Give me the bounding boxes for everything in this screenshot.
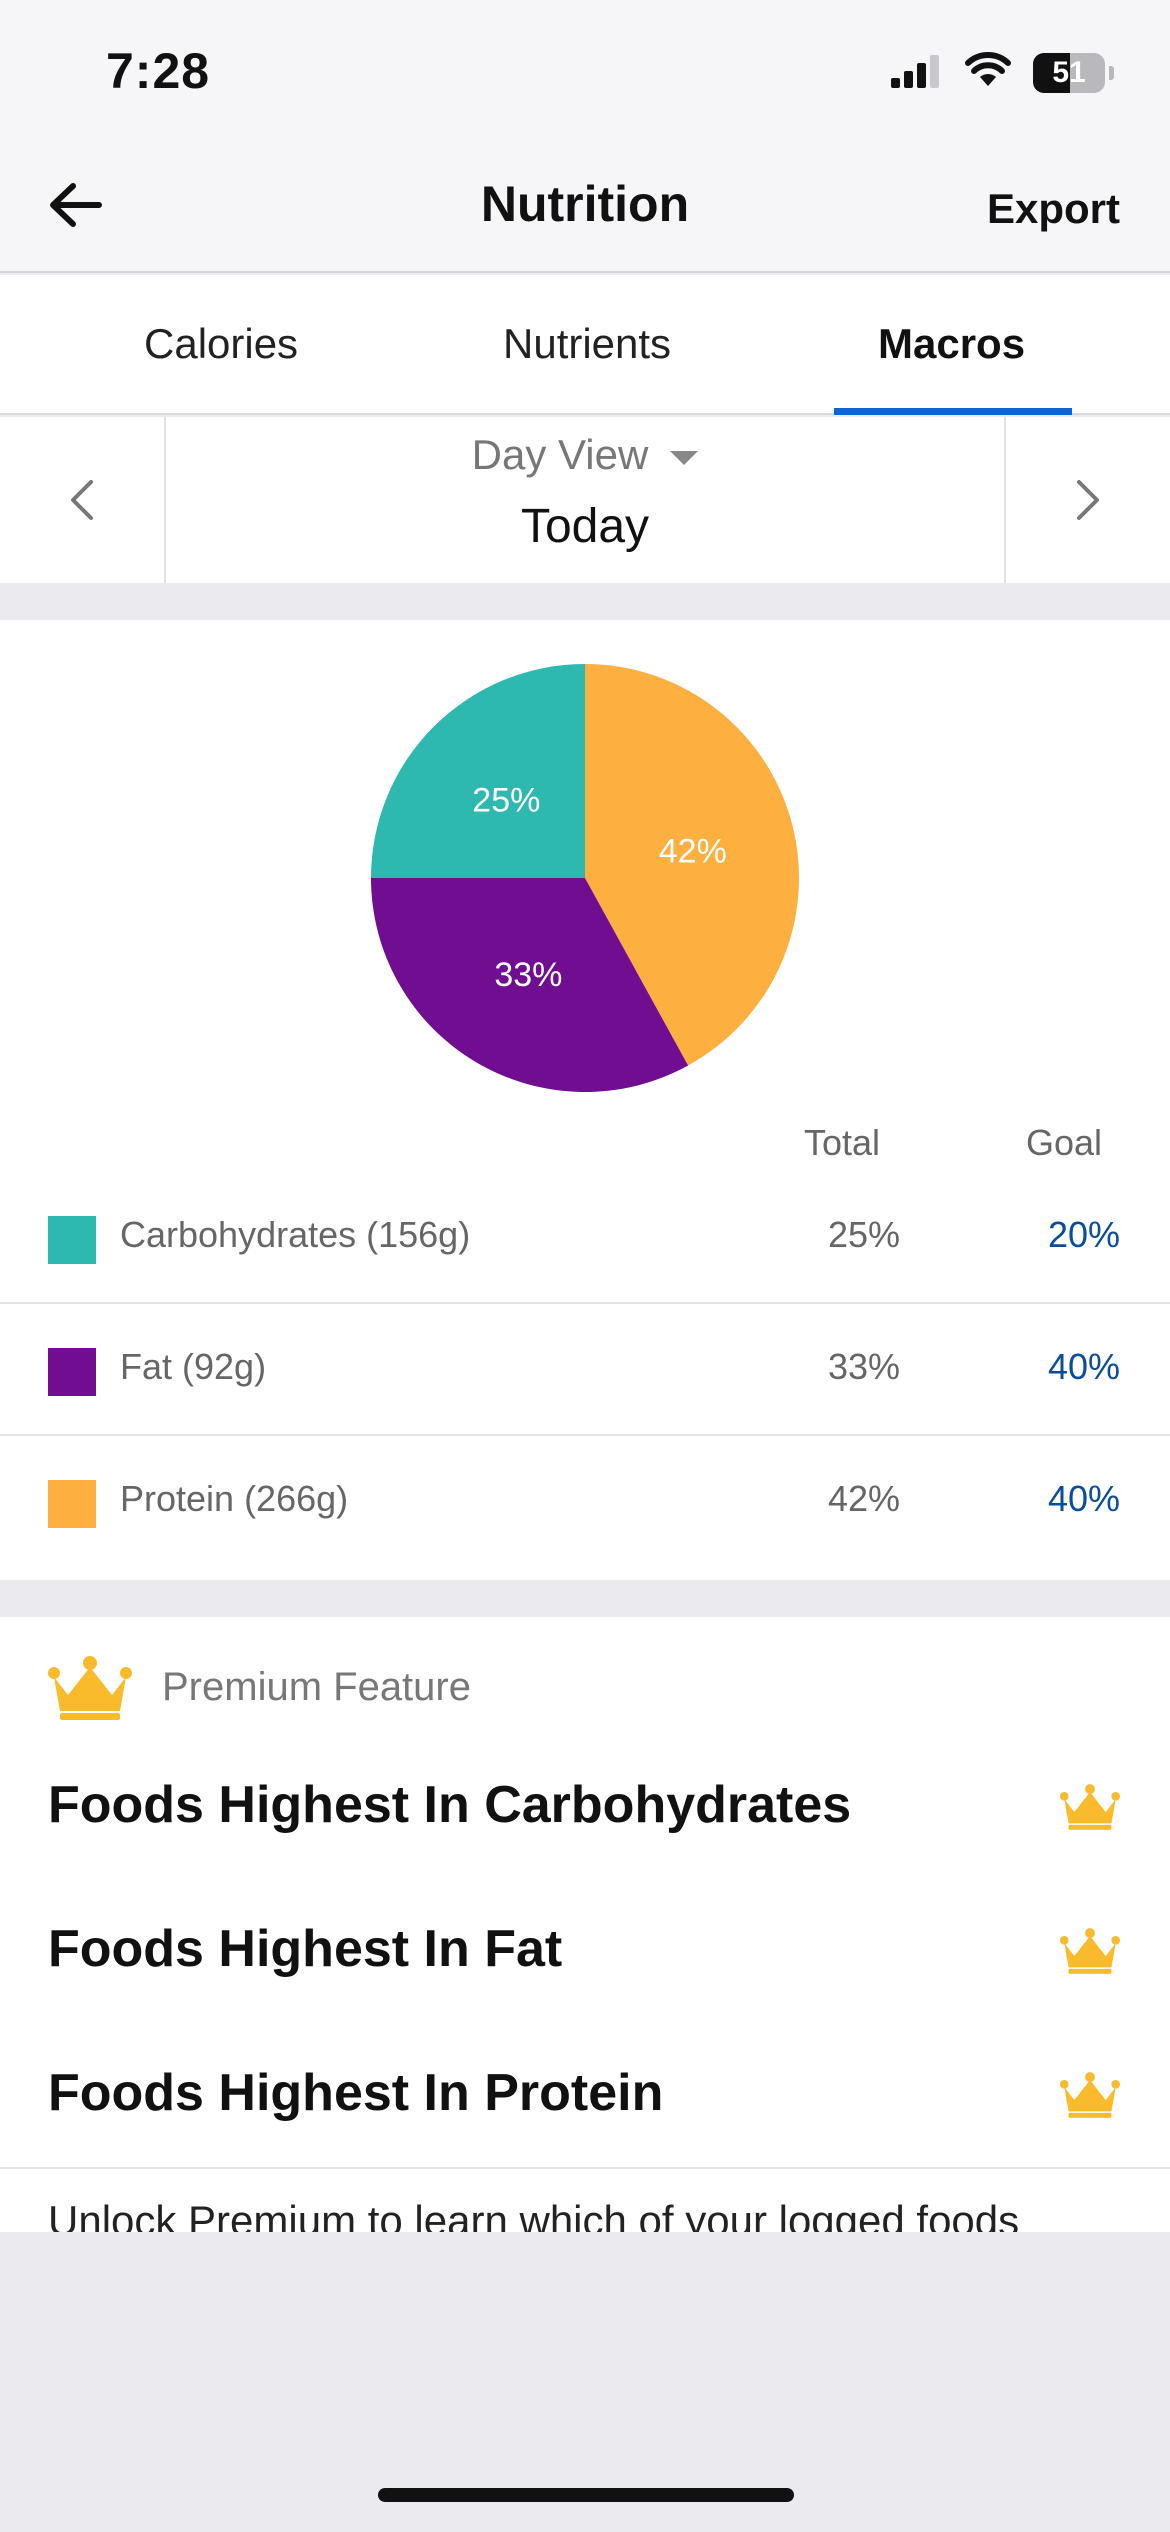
premium-feature-card: Premium Feature Foods Highest In Carbohy… bbox=[0, 1617, 1170, 2232]
premium-item-title: Foods Highest In Fat bbox=[48, 1920, 563, 1978]
pie-slice-fat bbox=[371, 878, 689, 1092]
previous-day-button[interactable] bbox=[0, 417, 166, 583]
crown-icon bbox=[1060, 1928, 1120, 1974]
premium-feature-label: Premium Feature bbox=[162, 1665, 471, 1709]
wifi-icon bbox=[965, 52, 1011, 93]
macros-chart-card: 42% 33% 25% Total Goal Carbohydrates (156g… bbox=[0, 620, 1170, 1580]
cellular-signal-icon bbox=[891, 52, 943, 93]
protein-swatch bbox=[48, 1480, 96, 1528]
status-bar: 7:28 51 bbox=[0, 0, 1170, 145]
unlock-premium-text: Unlock Premium to learn which of your lo… bbox=[48, 2197, 1020, 2232]
macro-label: Carbohydrates (156g) bbox=[120, 1214, 471, 1255]
macro-row-fat: Fat (92g) 33% 40% bbox=[0, 1304, 1170, 1436]
pie-label-carbohydrates: 25% bbox=[472, 781, 540, 819]
carbohydrates-swatch bbox=[48, 1216, 96, 1264]
crown-icon bbox=[1060, 2072, 1120, 2118]
crown-icon bbox=[48, 1656, 132, 1720]
macro-row-carbohydrates: Carbohydrates (156g) 25% 20% bbox=[0, 1172, 1170, 1304]
premium-item-protein[interactable]: Foods Highest In Protein bbox=[0, 2023, 1170, 2167]
macro-goal: 20% bbox=[1047, 1214, 1120, 1255]
macro-row-protein: Protein (266g) 42% 40% bbox=[0, 1436, 1170, 1568]
macro-total: 25% bbox=[827, 1214, 900, 1255]
macro-total: 33% bbox=[827, 1346, 900, 1387]
nav-bar: Nutrition Export bbox=[0, 145, 1170, 273]
next-day-button[interactable] bbox=[1004, 417, 1170, 583]
pie-label-protein: 42% bbox=[659, 832, 727, 870]
battery-cap bbox=[1109, 65, 1114, 80]
goal-column-header: Goal bbox=[1026, 1122, 1103, 1163]
macro-label: Fat (92g) bbox=[120, 1346, 267, 1387]
premium-item-title: Foods Highest In Carbohydrates bbox=[48, 1776, 852, 1834]
export-button[interactable]: Export bbox=[986, 185, 1120, 232]
battery-icon: 51 bbox=[1033, 52, 1105, 93]
caret-down-icon bbox=[670, 450, 699, 465]
date-navigator: Day View Today bbox=[0, 417, 1170, 583]
tab-bar: Calories Nutrients Macros bbox=[0, 275, 1170, 415]
pie-slice-protein bbox=[585, 664, 799, 1066]
macro-pie-chart: 42% 33% 25% bbox=[371, 664, 799, 1092]
back-button[interactable] bbox=[40, 175, 110, 235]
date-label: Today bbox=[520, 500, 650, 553]
tab-calories[interactable]: Calories bbox=[144, 320, 299, 367]
premium-item-carbohydrates[interactable]: Foods Highest In Carbohydrates bbox=[0, 1735, 1170, 1879]
macro-goal: 40% bbox=[1047, 1478, 1120, 1519]
pie-label-fat: 33% bbox=[494, 956, 562, 994]
battery-fill bbox=[1033, 52, 1070, 93]
tab-macros[interactable]: Macros bbox=[878, 320, 1026, 367]
active-tab-indicator bbox=[834, 408, 1072, 415]
pie-slice-carbohydrates bbox=[371, 664, 585, 878]
view-mode-label: Day View bbox=[471, 431, 649, 478]
arrow-left-icon bbox=[50, 183, 102, 227]
macro-label: Protein (266g) bbox=[120, 1478, 349, 1519]
fat-swatch bbox=[48, 1348, 96, 1396]
premium-item-fat[interactable]: Foods Highest In Fat bbox=[0, 1879, 1170, 2023]
macro-total: 42% bbox=[827, 1478, 900, 1519]
crown-icon bbox=[1060, 1784, 1120, 1830]
premium-item-title: Foods Highest In Protein bbox=[48, 2064, 664, 2122]
status-time: 7:28 bbox=[106, 43, 211, 99]
battery-level: 51 bbox=[1052, 55, 1086, 89]
status-icons: 51 bbox=[891, 52, 1114, 93]
tab-nutrients[interactable]: Nutrients bbox=[503, 320, 672, 367]
total-column-header: Total bbox=[804, 1122, 881, 1163]
macro-goal: 40% bbox=[1047, 1346, 1120, 1387]
chevron-right-icon bbox=[1077, 480, 1099, 520]
home-indicator bbox=[378, 2488, 794, 2502]
view-mode-selector[interactable]: Day View bbox=[0, 431, 1170, 479]
divider bbox=[0, 2167, 1170, 2169]
chevron-left-icon bbox=[71, 480, 93, 520]
